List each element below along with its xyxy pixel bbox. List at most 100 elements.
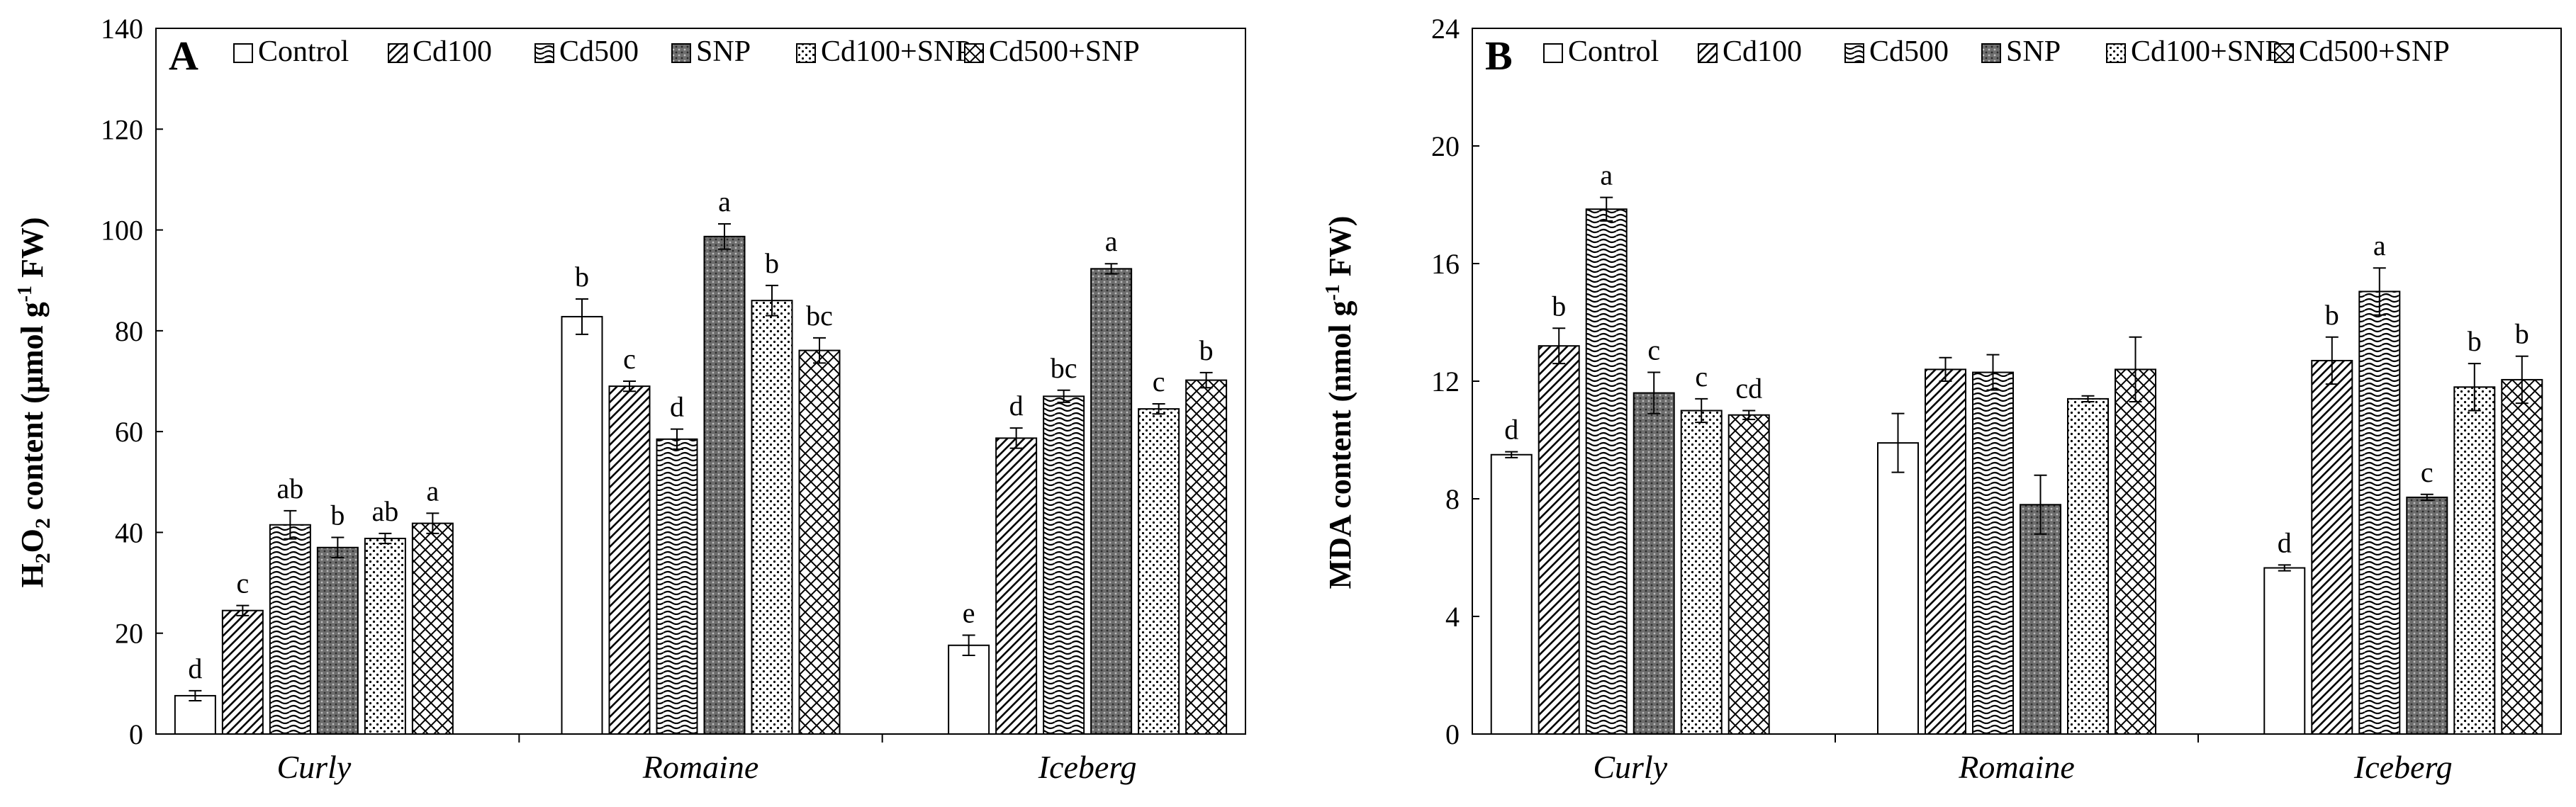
bar: [948, 644, 990, 735]
y-tick-label: 100: [101, 215, 143, 247]
bar: [2406, 496, 2448, 735]
bar: [1972, 371, 2014, 735]
y-axis-label-part: FW): [15, 217, 50, 286]
significance-letter: bc: [806, 300, 833, 332]
significance-letter: ab: [276, 473, 303, 504]
significance-letter: a: [2373, 230, 2386, 261]
y-axis-label-part: FW): [1323, 216, 1357, 285]
bar: [2067, 397, 2109, 735]
y-tick-label: 80: [115, 315, 143, 347]
legend-swatch: [534, 43, 554, 63]
legend-swatch: [233, 43, 253, 63]
y-tick-label: 12: [1431, 366, 1460, 397]
y-tick-label: 60: [115, 416, 143, 448]
bar: [1490, 453, 1533, 735]
bar: [1680, 410, 1723, 735]
significance-letter: b: [1199, 334, 1214, 366]
bar: [995, 437, 1038, 735]
y-tick-label: 4: [1445, 601, 1460, 633]
significance-letter: c: [2421, 456, 2434, 488]
bar: [703, 235, 746, 735]
bar: [2501, 378, 2543, 735]
bar: [1877, 442, 1919, 735]
legend-swatch: [671, 43, 691, 63]
y-tick-label: 20: [115, 618, 143, 650]
x-category-label: Curly: [276, 749, 351, 785]
significance-letter: b: [575, 261, 589, 293]
y-axis-label: H2O2 content (μmol g-1 FW): [14, 217, 55, 587]
panel-label: B: [1485, 33, 1513, 79]
legend-label: Control: [258, 35, 349, 68]
legend-label: Cd500+SNP: [989, 35, 1140, 68]
y-tick-label: 20: [1431, 130, 1460, 162]
legend-swatch: [1844, 43, 1864, 63]
bar: [1138, 408, 1180, 735]
bar: [174, 694, 216, 735]
bar: [364, 537, 406, 735]
significance-letter: a: [426, 475, 439, 507]
bar: [2453, 386, 2496, 735]
panel-b: 0 4 8 12 16 20 24 MDA content (nmol g-1 FW) d b a c…: [1322, 13, 2562, 785]
y-axis-label: MDA content (nmol g-1 FW): [1322, 216, 1357, 589]
significance-letter: b: [2515, 318, 2529, 350]
x-category-label: Iceberg: [1038, 749, 1137, 785]
significance-letter: c: [1647, 334, 1660, 366]
bar: [1185, 379, 1228, 735]
legend-label: Cd100: [1723, 35, 1802, 68]
bar: [656, 438, 698, 735]
legend-label: Cd100+SNP: [821, 35, 972, 68]
plot-frame: [155, 28, 1246, 735]
legend-label: SNP: [2006, 35, 2061, 68]
y-axis-label-part: 2: [31, 518, 55, 529]
legend-swatch: [2274, 43, 2294, 63]
bar: [561, 315, 603, 735]
significance-letter: ab: [371, 495, 398, 527]
y-tick-label: 0: [129, 718, 143, 750]
legend-label: Cd500: [1869, 35, 1949, 68]
significance-letter: e: [963, 597, 975, 629]
y-tick-label: 24: [1431, 13, 1460, 45]
bar: [2263, 567, 2306, 735]
bar: [751, 300, 793, 735]
legend-label: Cd500+SNP: [2299, 35, 2450, 68]
significance-letter: a: [718, 186, 731, 218]
bar: [2358, 290, 2401, 735]
legend-swatch: [1543, 43, 1563, 63]
y-tick-label: 16: [1431, 248, 1460, 280]
bar: [316, 546, 359, 735]
x-category-label: Romaine: [642, 749, 759, 785]
legend-swatch: [388, 43, 408, 63]
legend-swatch: [2106, 43, 2126, 63]
bar: [1585, 208, 1628, 735]
bar: [1043, 395, 1085, 735]
legend-label: Cd100: [413, 35, 492, 68]
legend-swatch: [1981, 43, 2001, 63]
x-category-label: Iceberg: [2353, 749, 2453, 785]
significance-letter: b: [330, 500, 345, 531]
bar: [269, 524, 311, 735]
y-axis-label-part: -1: [14, 286, 36, 302]
y-tick-label: 140: [101, 13, 143, 45]
significance-letter: d: [670, 391, 684, 423]
legend-swatch: [1698, 43, 1718, 63]
y-tick-label: 120: [101, 113, 143, 145]
bar: [221, 609, 264, 735]
significance-letter: b: [2468, 325, 2482, 357]
legend-swatch: [964, 43, 984, 63]
significance-letter: c: [1695, 361, 1708, 393]
y-tick-label: 40: [115, 517, 143, 548]
y-axis-label-part: MDA content (nmol g: [1323, 300, 1357, 589]
x-category-label: Romaine: [1958, 749, 2075, 785]
bar: [2020, 504, 2061, 735]
y-tick-label: 0: [1445, 718, 1460, 750]
significance-letter: d: [188, 653, 202, 684]
bar: [2115, 368, 2156, 735]
significance-letter: a: [1105, 225, 1118, 257]
bar: [2311, 359, 2353, 735]
y-tick-label: 8: [1445, 483, 1460, 515]
bar: [798, 349, 841, 735]
bar: [1727, 414, 1770, 735]
legend-label: Control: [1568, 35, 1659, 68]
significance-letter: bc: [1051, 352, 1077, 384]
